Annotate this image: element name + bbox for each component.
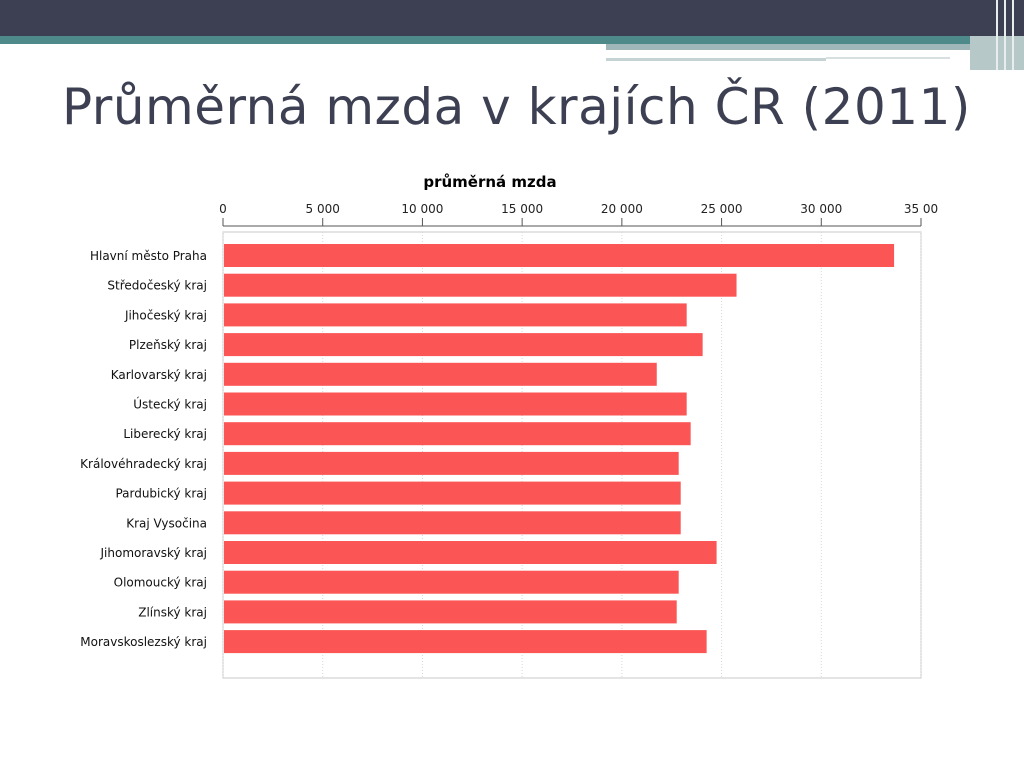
category-label: Olomoucký kraj xyxy=(114,576,207,590)
bar xyxy=(224,303,687,327)
header-accent-line-2 xyxy=(826,57,950,59)
category-label: Plzeňský kraj xyxy=(129,338,207,352)
category-label: Ústecký kraj xyxy=(133,397,207,412)
header-accent-line xyxy=(606,58,826,61)
bar xyxy=(224,333,703,357)
bar xyxy=(224,630,707,654)
category-label: Liberecký kraj xyxy=(123,427,207,441)
bar xyxy=(224,511,681,535)
category-label: Středočeský kraj xyxy=(107,279,207,293)
bar xyxy=(224,422,691,446)
header-corner-stripe xyxy=(1012,0,1014,70)
x-tick-label: 15 000 xyxy=(501,202,543,216)
x-tick-label: 35 00 xyxy=(904,202,938,216)
x-tick-label: 25 000 xyxy=(701,202,743,216)
bar xyxy=(224,570,679,594)
x-tick-label: 10 000 xyxy=(401,202,443,216)
category-label: Moravskoslezský kraj xyxy=(80,635,207,649)
category-label: Kraj Vysočina xyxy=(126,516,207,530)
chart-bars xyxy=(224,244,895,654)
x-tick-label: 5 000 xyxy=(306,202,340,216)
header-band-cut xyxy=(0,44,606,50)
bar xyxy=(224,362,657,386)
header-band-teal xyxy=(0,36,1024,44)
bar xyxy=(224,600,677,624)
category-label: Jihočeský kraj xyxy=(124,308,207,322)
bar xyxy=(224,481,681,505)
category-label: Královéhradecký kraj xyxy=(80,457,207,471)
x-tick-label: 0 xyxy=(219,202,227,216)
chart-axis: 0 5 000 10 000 15 000 20 000 25 000 30 000 35 0… xyxy=(219,202,938,227)
chart-title: průměrná mzda xyxy=(423,173,556,191)
chart-category-labels: Hlavní město Praha Středočeský kraj Jihoče… xyxy=(80,249,207,649)
bar xyxy=(224,244,895,267)
bar xyxy=(224,451,679,475)
slide-title: Průměrná mzda v krajích ČR (2011) xyxy=(62,78,971,136)
category-label: Hlavní město Praha xyxy=(90,249,207,263)
category-label: Pardubický kraj xyxy=(115,487,207,501)
bar xyxy=(224,541,717,564)
category-label: Zlínský kraj xyxy=(138,605,207,619)
header-corner-stripe xyxy=(1004,0,1006,70)
x-tick-label: 30 000 xyxy=(800,202,842,216)
bar xyxy=(224,392,687,416)
bar xyxy=(224,273,737,297)
header-corner-stripe xyxy=(996,0,998,70)
category-label: Jihomoravský kraj xyxy=(100,546,208,560)
x-tick-label: 20 000 xyxy=(601,202,643,216)
header-band-dark xyxy=(0,0,1024,36)
category-label: Karlovarský kraj xyxy=(111,368,207,382)
